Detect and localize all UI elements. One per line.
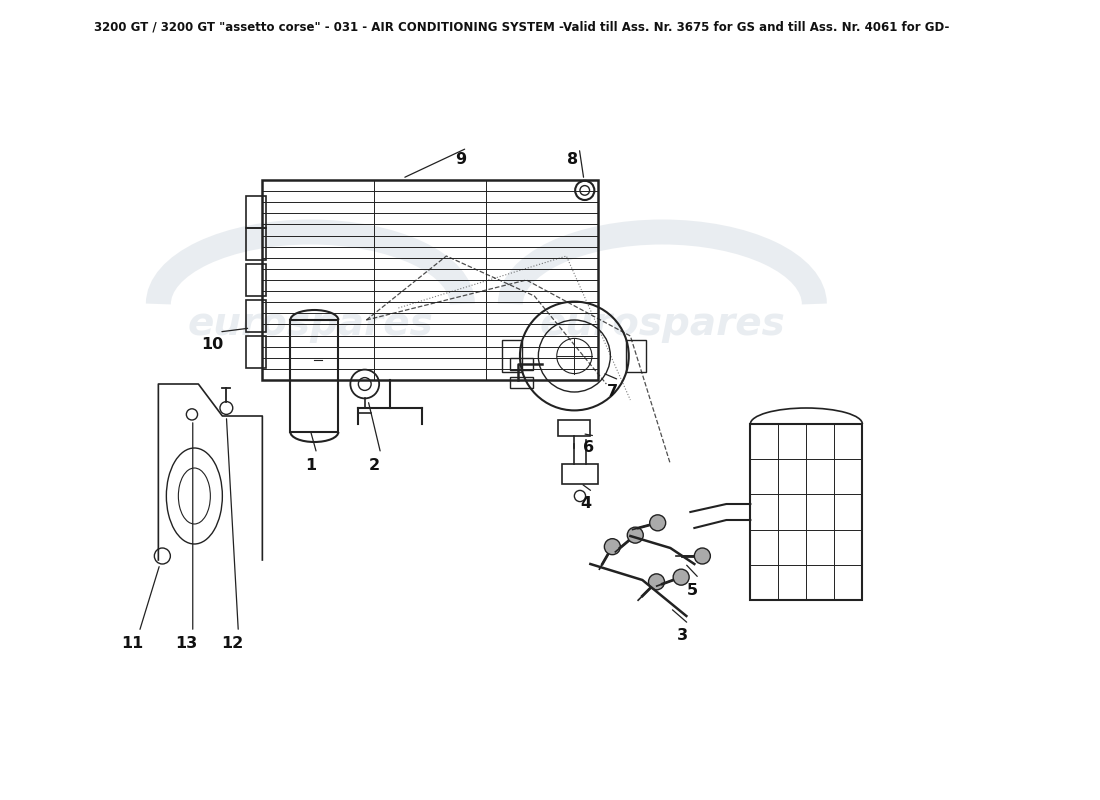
Bar — [750, 424, 862, 600]
Circle shape — [673, 569, 690, 585]
Bar — [626, 340, 647, 372]
Bar — [290, 320, 339, 432]
Bar — [559, 420, 591, 436]
Text: 13: 13 — [175, 637, 198, 651]
Bar — [562, 464, 598, 484]
Text: 11: 11 — [122, 637, 144, 651]
Bar — [503, 340, 522, 372]
Text: 8: 8 — [568, 153, 579, 167]
Bar — [246, 196, 266, 228]
Text: 4: 4 — [581, 497, 592, 511]
Circle shape — [694, 548, 711, 564]
Circle shape — [649, 574, 664, 590]
Bar — [510, 377, 532, 388]
Text: eurospares: eurospares — [539, 305, 785, 343]
Text: 3200 GT / 3200 GT "assetto corse" - 031 - AIR CONDITIONING SYSTEM -Valid till As: 3200 GT / 3200 GT "assetto corse" - 031 … — [95, 20, 949, 33]
Text: 10: 10 — [201, 337, 224, 351]
Bar — [510, 358, 532, 370]
Text: 2: 2 — [368, 458, 379, 473]
Bar — [246, 300, 266, 332]
Circle shape — [627, 527, 644, 543]
Text: 12: 12 — [221, 637, 243, 651]
Text: 6: 6 — [583, 441, 594, 455]
Text: 5: 5 — [688, 583, 698, 598]
Text: eurospares: eurospares — [187, 305, 433, 343]
Bar — [246, 228, 266, 260]
Bar — [246, 264, 266, 296]
Circle shape — [604, 538, 620, 554]
Text: 7: 7 — [607, 385, 618, 399]
Bar — [263, 180, 598, 380]
Bar — [246, 336, 266, 368]
Text: 3: 3 — [676, 629, 688, 643]
Text: 1: 1 — [305, 458, 316, 473]
Circle shape — [650, 515, 666, 531]
Text: 9: 9 — [455, 153, 466, 167]
